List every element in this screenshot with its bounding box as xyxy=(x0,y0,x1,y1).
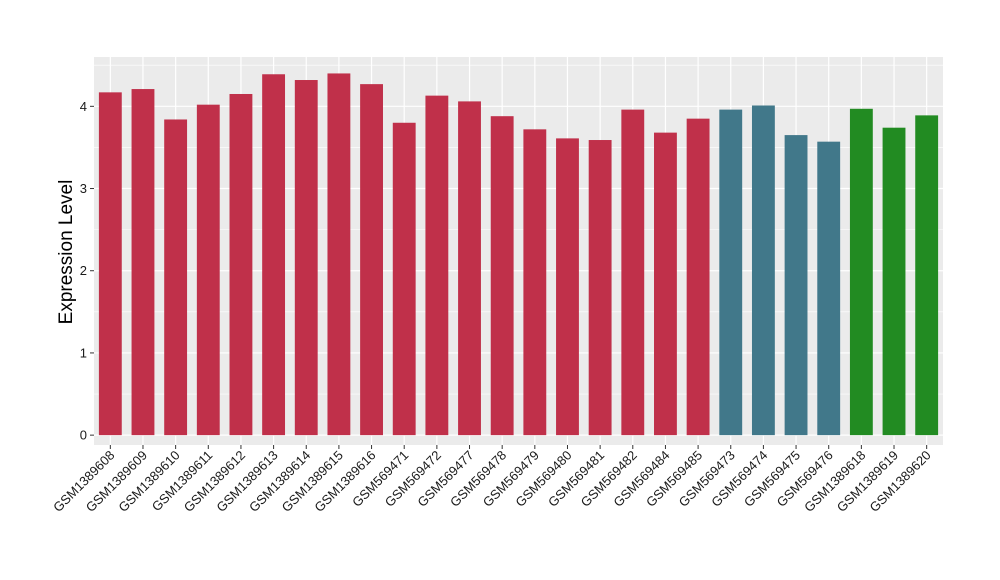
bar-GSM569482 xyxy=(621,109,645,436)
y-tick-label: 4 xyxy=(80,99,87,114)
bar-GSM1389620 xyxy=(915,115,939,436)
bar-GSM569481 xyxy=(588,140,612,436)
bar-GSM1389610 xyxy=(164,119,188,436)
y-tick-label: 0 xyxy=(80,428,87,443)
bar-GSM569476 xyxy=(817,141,841,436)
bar-GSM1389615 xyxy=(327,73,351,436)
y-tick-label: 3 xyxy=(80,181,87,196)
bar-GSM569474 xyxy=(751,105,775,436)
plot-panel xyxy=(94,57,943,445)
bar-GSM569485 xyxy=(686,118,710,436)
bar-GSM569471 xyxy=(392,122,416,436)
bar-GSM569475 xyxy=(784,135,808,436)
bar-GSM569480 xyxy=(556,138,579,436)
bar-GSM1389609 xyxy=(131,89,155,436)
bar-GSM1389618 xyxy=(849,108,873,436)
bar-GSM1389612 xyxy=(229,93,253,436)
bar-GSM569472 xyxy=(425,95,449,436)
y-tick-label: 1 xyxy=(80,345,87,360)
bar-GSM569473 xyxy=(719,109,743,436)
bar-GSM569478 xyxy=(490,116,514,436)
bar-GSM1389608 xyxy=(98,92,122,436)
bars xyxy=(98,73,939,436)
y-axis: 0 1 2 3 4 xyxy=(80,99,94,443)
bar-GSM1389611 xyxy=(196,104,220,436)
bar-GSM569479 xyxy=(523,129,547,436)
bar-GSM569484 xyxy=(654,132,677,436)
y-axis-title: Expression Level xyxy=(56,180,77,325)
bar-GSM1389614 xyxy=(294,80,318,436)
bar-GSM569477 xyxy=(458,101,481,436)
y-tick-label: 2 xyxy=(80,263,87,278)
x-axis: GSM1389608GSM1389609GSM1389610GSM1389611… xyxy=(50,445,934,515)
bar-GSM1389613 xyxy=(262,74,286,436)
bar-GSM1389619 xyxy=(882,127,906,436)
bar-GSM1389616 xyxy=(360,84,383,436)
